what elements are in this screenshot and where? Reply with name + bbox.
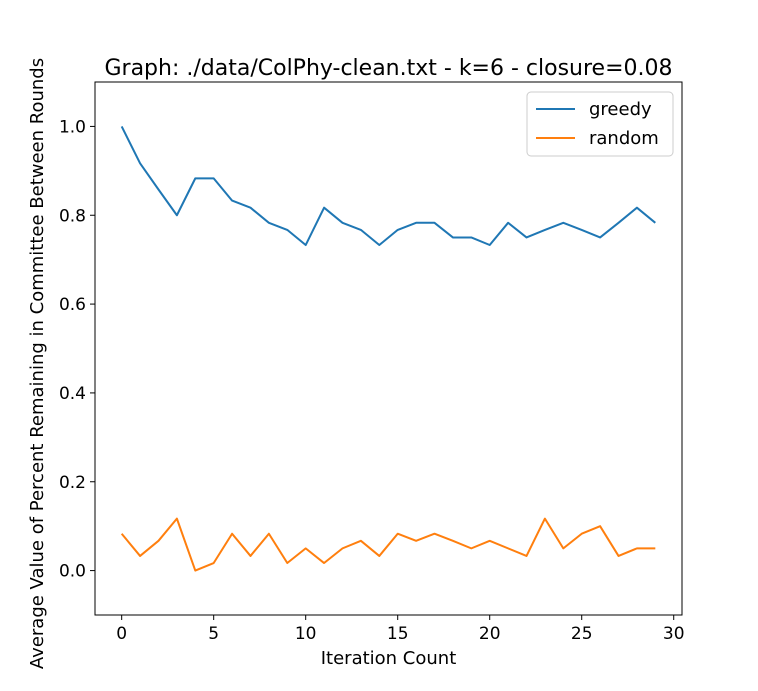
- chart-title: Graph: ./data/ColPhy-clean.txt - k=6 - c…: [104, 56, 672, 81]
- y-tick-label: 0.8: [59, 206, 86, 226]
- legend-label-random: random: [589, 128, 659, 149]
- legend-label-greedy: greedy: [589, 99, 652, 120]
- y-tick-label: 0.6: [59, 295, 86, 315]
- x-tick-label: 0: [116, 624, 127, 644]
- y-tick-label: 1.0: [59, 117, 86, 137]
- y-tick-label: 0.0: [59, 562, 86, 582]
- series-group: [120, 125, 656, 572]
- x-axis: 0 5 10 15 20 25 30: [116, 615, 685, 644]
- x-tick-label: 20: [479, 624, 501, 644]
- plot-frame: [94, 81, 683, 616]
- y-axis-label: Average Value of Percent Remaining in Co…: [27, 58, 48, 669]
- plot-area: [94, 81, 683, 616]
- series-line-greedy: [120, 125, 656, 247]
- series-line-random: [120, 517, 656, 572]
- x-tick-label: 25: [571, 624, 593, 644]
- x-tick-label: 10: [295, 624, 317, 644]
- x-tick-label: 30: [663, 624, 685, 644]
- x-tick-label: 5: [208, 624, 219, 644]
- x-tick-label: 15: [387, 624, 409, 644]
- x-axis-label: Iteration Count: [321, 648, 457, 669]
- y-tick-label: 0.2: [59, 473, 86, 493]
- y-axis: 0.0 0.2 0.4 0.6 0.8 1.0: [59, 117, 95, 582]
- y-tick-label: 0.4: [59, 384, 86, 404]
- legend: greedy random: [526, 91, 674, 157]
